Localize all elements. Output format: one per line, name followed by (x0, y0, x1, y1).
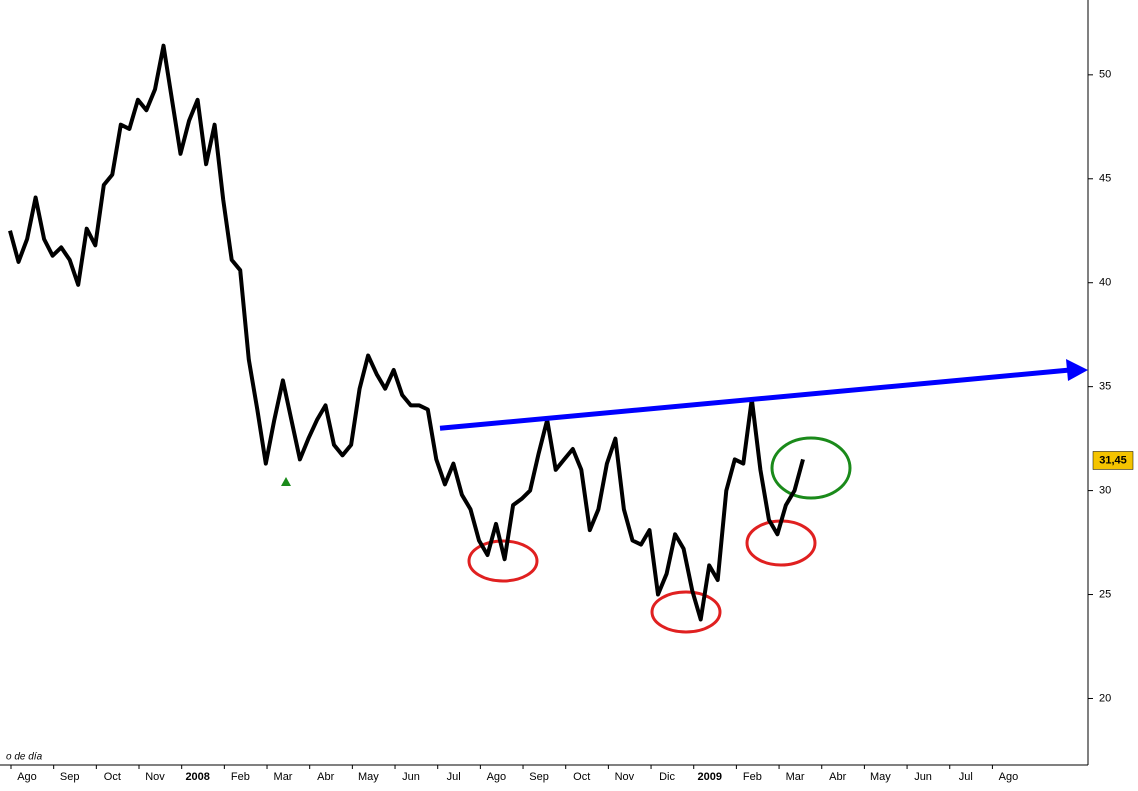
trendline (439, 367, 1071, 431)
y-tick-label: 35 (1099, 381, 1111, 393)
x-tick-label: Feb (231, 771, 250, 783)
highlight-circle (467, 539, 539, 583)
x-tick-label: Sep (60, 771, 80, 783)
y-tick-label: 25 (1099, 588, 1111, 600)
y-tick-label: 20 (1099, 692, 1111, 704)
x-tick-label: Jun (914, 771, 932, 783)
x-tick-label: Mar (786, 771, 805, 783)
x-tick-label: Abr (317, 771, 334, 783)
x-tick-label: Jun (402, 771, 420, 783)
x-tick-label: Jul (447, 771, 461, 783)
price-line (8, 43, 805, 622)
x-tick-label: Feb (743, 771, 762, 783)
x-tick-label: May (358, 771, 379, 783)
y-tick-label: 50 (1099, 69, 1111, 81)
x-tick-label: Abr (829, 771, 846, 783)
last-value-box (1092, 451, 1134, 470)
x-tick-label: 2009 (697, 771, 721, 783)
x-tick-label: Nov (145, 771, 165, 783)
y-tick-label: 30 (1099, 485, 1111, 497)
x-tick-label: May (870, 771, 891, 783)
x-tick-label: Ago (487, 771, 507, 783)
x-tick-label: Nov (615, 771, 635, 783)
x-tick-label: Dic (659, 771, 675, 783)
x-tick-label: 2008 (185, 771, 209, 783)
x-tick-label: Jul (959, 771, 973, 783)
highlight-circle (650, 590, 722, 634)
x-tick-label: Mar (274, 771, 293, 783)
marker-triangle (281, 477, 291, 486)
highlight-circle (770, 436, 852, 500)
x-tick-label: Ago (999, 771, 1019, 783)
x-tick-label: Oct (573, 771, 590, 783)
x-tick-label: Oct (104, 771, 121, 783)
trendline-arrowhead (1066, 359, 1088, 382)
x-tick-label: Sep (529, 771, 549, 783)
y-tick-label: 40 (1099, 277, 1111, 289)
y-tick-label: 45 (1099, 173, 1111, 185)
x-tick-label: Ago (17, 771, 37, 783)
last-value-label: 31,45 (1099, 454, 1127, 466)
footnote: o de día (6, 752, 43, 763)
